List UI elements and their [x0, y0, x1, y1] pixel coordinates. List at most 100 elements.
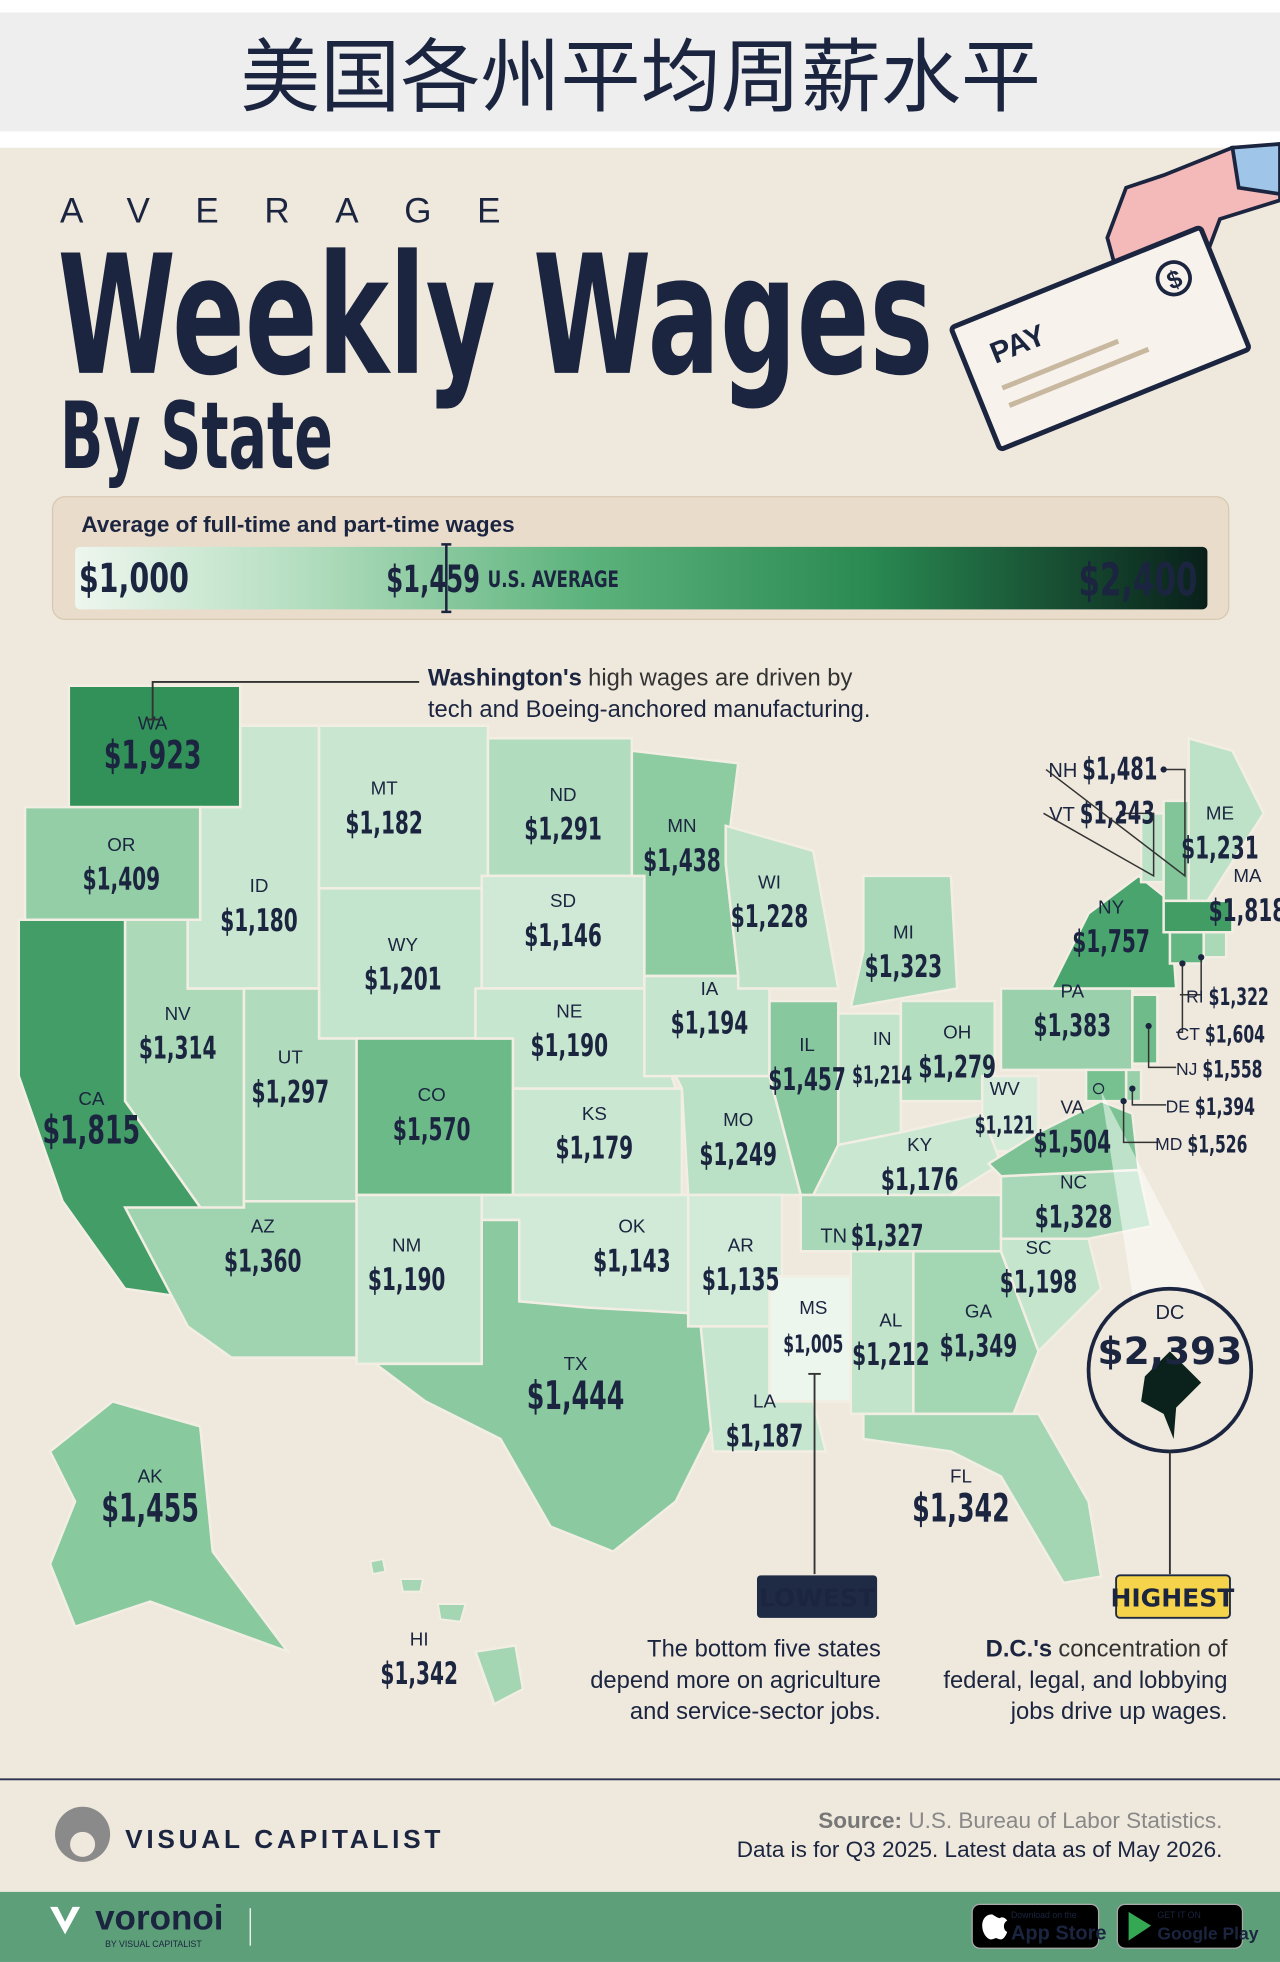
source-note: Data is for Q3 2025. Latest data as of M…: [737, 1837, 1223, 1862]
annotation-bold: D.C.'s: [986, 1636, 1052, 1663]
check: PAY$: [949, 225, 1251, 452]
brand-name: VISUAL CAPITALIST: [125, 1824, 440, 1854]
state-value: $1,322: [1209, 983, 1269, 1011]
state-code: AK: [138, 1466, 164, 1487]
state: [686, 1193, 784, 1328]
state-code: CO: [418, 1084, 446, 1105]
coin: [1155, 260, 1192, 297]
state: [986, 1099, 1141, 1178]
cuff: [1230, 142, 1280, 196]
state-code: ME: [1206, 803, 1234, 824]
state-code: KY: [907, 1134, 933, 1155]
state-value: $1,457: [768, 1062, 846, 1098]
state-code: LA: [753, 1391, 776, 1412]
state-value: $1,190: [531, 1028, 609, 1064]
leader-dot: [1179, 960, 1186, 967]
state-value: $1,409: [83, 862, 161, 898]
check-line: [1001, 338, 1120, 391]
annotation-line: and service-sector jobs.: [630, 1698, 881, 1725]
annotation-line: federal, legal, and lobbying: [943, 1667, 1227, 1694]
state-value: $1,504: [1034, 1124, 1112, 1160]
state-code: MA: [1233, 865, 1262, 886]
state-code: AL: [879, 1309, 902, 1330]
state-code: TN: [820, 1226, 847, 1248]
leader-line: [1122, 1101, 1159, 1144]
state-value: $1,349: [940, 1328, 1018, 1364]
state-value: $1,214: [852, 1061, 912, 1090]
state-code: MD: [1155, 1134, 1182, 1154]
leader-dot: [1129, 1085, 1136, 1092]
state-value: $1,212: [852, 1337, 930, 1373]
app-brand-sub: BY VISUAL CAPITALIST: [105, 1939, 202, 1949]
state-value: $1,190: [368, 1262, 446, 1298]
state-code: NJ: [1176, 1059, 1197, 1079]
state-value: $1,604: [1205, 1020, 1265, 1048]
state-code: OK: [618, 1215, 646, 1236]
state-code: IL: [799, 1034, 815, 1055]
store-badge[interactable]: [1116, 1903, 1244, 1949]
state-value: $1,243: [1080, 795, 1155, 831]
state-value: $1,438: [643, 843, 721, 879]
store-name: Google Play: [1157, 1923, 1258, 1943]
state-value: $1,815: [43, 1109, 141, 1154]
legend-average-caption: U.S. AVERAGE: [488, 567, 619, 593]
state-code: WA: [138, 713, 168, 734]
state-value: $1,143: [593, 1243, 671, 1279]
state-value: $1,455: [101, 1487, 199, 1532]
state: [724, 824, 840, 990]
state-code: MO: [723, 1109, 753, 1130]
store-small: Download on the: [1011, 1910, 1077, 1920]
state-value: $1,923: [104, 733, 202, 778]
state-value: $1,558: [1202, 1055, 1262, 1083]
state: [912, 1250, 1040, 1416]
leader-dot: [1119, 810, 1126, 817]
state: [849, 874, 959, 1009]
state: [1187, 736, 1266, 903]
subtitle: By State: [60, 382, 333, 490]
state-code: NV: [165, 1003, 192, 1024]
state: [473, 1643, 525, 1706]
leader-line: [1045, 768, 1186, 878]
leader-line: [151, 681, 420, 720]
state-value: $1,179: [556, 1131, 634, 1167]
state-code: NC: [1060, 1172, 1087, 1193]
state-code: ND: [550, 784, 577, 805]
annotation-line: depend more on agriculture: [590, 1667, 881, 1694]
legend-min-label: $1,000: [79, 556, 189, 602]
state-code: AR: [728, 1234, 754, 1255]
state-value: $1,444: [527, 1374, 625, 1419]
state-value: $1,323: [865, 949, 943, 985]
state-code: HI: [410, 1628, 429, 1649]
legend-caption: Average of full-time and part-time wages: [81, 512, 514, 537]
annotation-line: jobs drive up wages.: [1010, 1698, 1228, 1725]
leader-line: [1043, 812, 1155, 878]
state-code: TX: [564, 1353, 588, 1374]
state-code: KS: [582, 1103, 607, 1124]
state-code: FL: [950, 1466, 972, 1487]
state-code: ID: [250, 875, 269, 896]
store-name: App Store: [1011, 1922, 1107, 1944]
state-value: $1,818: [1209, 893, 1280, 929]
source-label: Source:: [818, 1808, 902, 1833]
state-value: $1,005: [783, 1330, 843, 1359]
state-value: $1,314: [139, 1031, 217, 1067]
brand-logo-cut: [70, 1831, 96, 1857]
state-value: $1,291: [524, 812, 602, 848]
legend-gradient: [75, 546, 1208, 610]
check-body: [949, 225, 1251, 452]
state-code: DC: [1155, 1302, 1184, 1324]
state-code: MS: [799, 1297, 827, 1318]
state-code: AZ: [251, 1215, 275, 1236]
apple-icon: [982, 1914, 1008, 1940]
state: [1131, 993, 1159, 1065]
state: [371, 1218, 715, 1553]
state-code: GA: [965, 1301, 993, 1322]
state-code: OH: [943, 1022, 971, 1043]
state: [486, 737, 634, 878]
state-value: $1,180: [220, 903, 298, 939]
state-code: CT: [1177, 1024, 1201, 1044]
state-code: NM: [392, 1234, 421, 1255]
badge-text: HIGHEST: [1110, 1584, 1234, 1613]
title: Weekly Wages: [58, 220, 934, 412]
